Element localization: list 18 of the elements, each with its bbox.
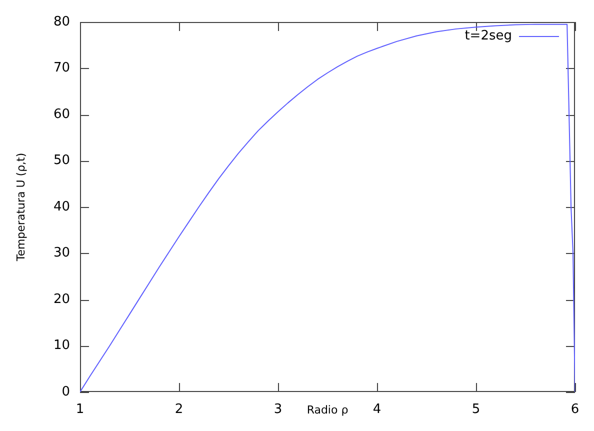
- legend-label: t=2seg: [464, 28, 512, 44]
- x-tick-label: 2: [174, 402, 184, 418]
- y-tick-label: 0: [62, 384, 70, 400]
- y-tick-label: 10: [53, 338, 70, 354]
- y-tick-label: 80: [53, 14, 70, 30]
- x-tick-label: 5: [472, 402, 480, 418]
- x-tick-label: 3: [274, 402, 282, 418]
- y-tick-label: 60: [53, 106, 70, 122]
- y-tick-label: 20: [53, 292, 70, 307]
- x-axis-title: Radio ρ: [306, 403, 348, 416]
- x-tick-label: 6: [570, 402, 580, 418]
- y-tick-label: 50: [53, 153, 70, 168]
- y-tick-label: 40: [53, 199, 70, 214]
- y-tick-label: 70: [53, 60, 70, 76]
- x-tick-label: 1: [76, 402, 84, 418]
- y-axis-title: Temperatura U (ρ,t): [14, 152, 28, 262]
- y-tick-label: 30: [53, 246, 70, 261]
- x-tick-label: 4: [372, 402, 382, 418]
